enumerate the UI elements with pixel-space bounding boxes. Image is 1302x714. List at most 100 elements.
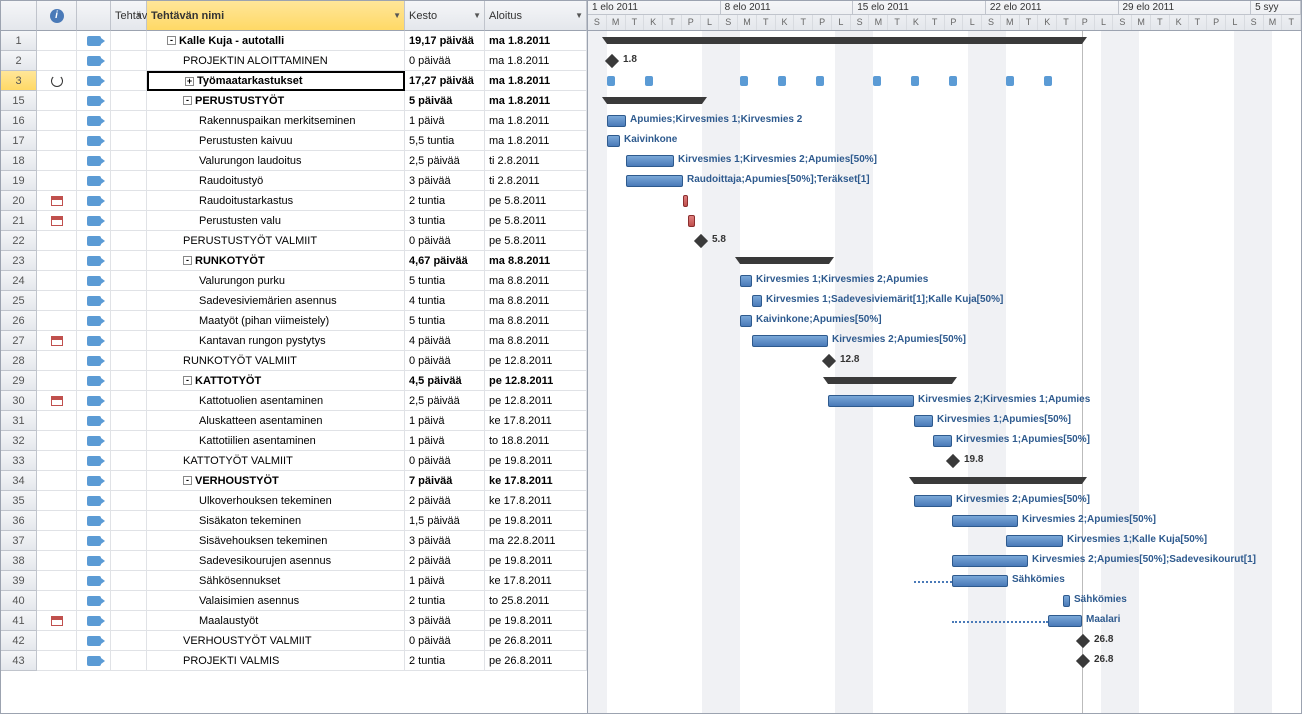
task-name-cell[interactable]: VERHOUSTYÖT VALMIIT [147,631,405,651]
duration-cell[interactable]: 0 päivää [405,451,485,471]
tehtava-cell[interactable] [111,211,147,231]
summary-bar[interactable] [607,97,702,104]
tehtava-cell[interactable] [111,611,147,631]
start-cell[interactable]: pe 5.8.2011 [485,211,587,231]
row-number[interactable]: 40 [1,591,37,611]
start-cell[interactable]: pe 26.8.2011 [485,651,587,671]
toggle-icon[interactable]: - [183,256,192,265]
task-bar[interactable] [740,275,752,287]
tehtava-cell[interactable] [111,411,147,431]
duration-cell[interactable]: 2,5 päivää [405,391,485,411]
tehtava-cell[interactable] [111,351,147,371]
summary-bar[interactable] [740,257,829,264]
row-number[interactable]: 20 [1,191,37,211]
task-bar[interactable] [1063,595,1070,607]
row-number[interactable]: 24 [1,271,37,291]
row-number[interactable]: 1 [1,31,37,51]
tehtava-cell[interactable] [111,231,147,251]
start-cell[interactable]: ti 2.8.2011 [485,151,587,171]
task-name-cell[interactable]: KATTOTYÖT VALMIIT [147,451,405,471]
tehtava-cell[interactable] [111,531,147,551]
duration-cell[interactable]: 4 päivää [405,331,485,351]
start-cell[interactable]: ma 1.8.2011 [485,71,587,91]
week-header[interactable]: 15 elo 2011 [853,1,986,15]
recurring-marker[interactable] [1044,76,1052,86]
task-bar[interactable] [952,515,1018,527]
row-number[interactable]: 42 [1,631,37,651]
start-cell[interactable]: ma 1.8.2011 [485,111,587,131]
task-bar[interactable] [933,435,952,447]
duration-cell[interactable]: 3 päivää [405,171,485,191]
tehtava-cell[interactable] [111,131,147,151]
row-number[interactable]: 35 [1,491,37,511]
row-number[interactable]: 30 [1,391,37,411]
duration-cell[interactable]: 1,5 päivää [405,511,485,531]
week-header[interactable]: 1 elo 2011 [588,1,721,15]
start-cell[interactable]: pe 19.8.2011 [485,551,587,571]
task-name-cell[interactable]: PERUSTUSTYÖT VALMIIT [147,231,405,251]
start-cell[interactable]: to 18.8.2011 [485,431,587,451]
task-name-cell[interactable]: Kantavan rungon pystytys [147,331,405,351]
start-cell[interactable]: pe 5.8.2011 [485,191,587,211]
duration-cell[interactable]: 2 tuntia [405,591,485,611]
summary-bar[interactable] [914,477,1082,484]
column-header[interactable] [1,1,37,31]
start-cell[interactable]: ke 17.8.2011 [485,491,587,511]
tehtava-cell[interactable] [111,51,147,71]
task-name-cell[interactable]: PROJEKTI VALMIS [147,651,405,671]
task-bar[interactable] [626,175,683,187]
tehtava-cell[interactable] [111,191,147,211]
toggle-icon[interactable]: + [185,77,194,86]
row-number[interactable]: 25 [1,291,37,311]
duration-cell[interactable]: 5 tuntia [405,311,485,331]
duration-cell[interactable]: 0 päivää [405,231,485,251]
task-name-cell[interactable]: Maalaustyöt [147,611,405,631]
tehtava-cell[interactable] [111,451,147,471]
duration-cell[interactable]: 5 päivää [405,91,485,111]
duration-cell[interactable]: 2 päivää [405,551,485,571]
row-number[interactable]: 22 [1,231,37,251]
row-number[interactable]: 19 [1,171,37,191]
milestone-marker[interactable] [946,454,960,468]
toggle-icon[interactable]: - [167,36,176,45]
task-bar[interactable] [683,195,688,207]
column-header[interactable]: Tehtävä▼ [111,1,147,31]
tehtava-cell[interactable] [111,291,147,311]
row-number[interactable]: 41 [1,611,37,631]
column-header[interactable]: Tehtävän nimi▼ [147,1,405,31]
start-cell[interactable]: ma 8.8.2011 [485,271,587,291]
task-name-cell[interactable]: PROJEKTIN ALOITTAMINEN [147,51,405,71]
tehtava-cell[interactable] [111,631,147,651]
duration-cell[interactable]: 2 tuntia [405,191,485,211]
toggle-icon[interactable]: - [183,96,192,105]
start-cell[interactable]: ti 2.8.2011 [485,171,587,191]
task-name-cell[interactable]: Perustusten kaivuu [147,131,405,151]
duration-cell[interactable]: 19,17 päivää [405,31,485,51]
duration-cell[interactable]: 1 päivä [405,431,485,451]
duration-cell[interactable]: 2 päivää [405,491,485,511]
duration-cell[interactable]: 0 päivää [405,351,485,371]
task-bar[interactable] [688,215,695,227]
tehtava-cell[interactable] [111,251,147,271]
info-column-header[interactable]: i [37,1,77,31]
task-bar[interactable] [752,335,828,347]
tehtava-cell[interactable] [111,371,147,391]
week-header[interactable]: 29 elo 2011 [1119,1,1252,15]
task-bar[interactable] [607,115,626,127]
task-name-cell[interactable]: Valaisimien asennus [147,591,405,611]
duration-cell[interactable]: 3 päivää [405,611,485,631]
summary-bar[interactable] [828,377,952,384]
start-cell[interactable]: ma 22.8.2011 [485,531,587,551]
duration-cell[interactable]: 0 päivää [405,51,485,71]
milestone-marker[interactable] [1076,634,1090,648]
row-number[interactable]: 34 [1,471,37,491]
week-header[interactable]: 22 elo 2011 [986,1,1119,15]
task-bar[interactable] [1006,535,1063,547]
week-header[interactable]: 8 elo 2011 [721,1,854,15]
row-number[interactable]: 2 [1,51,37,71]
duration-cell[interactable]: 3 tuntia [405,211,485,231]
task-name-cell[interactable]: Sadevesiviemärien asennus [147,291,405,311]
duration-cell[interactable]: 0 päivää [405,631,485,651]
task-bar[interactable] [952,555,1028,567]
task-name-cell[interactable]: Rakennuspaikan merkitseminen [147,111,405,131]
